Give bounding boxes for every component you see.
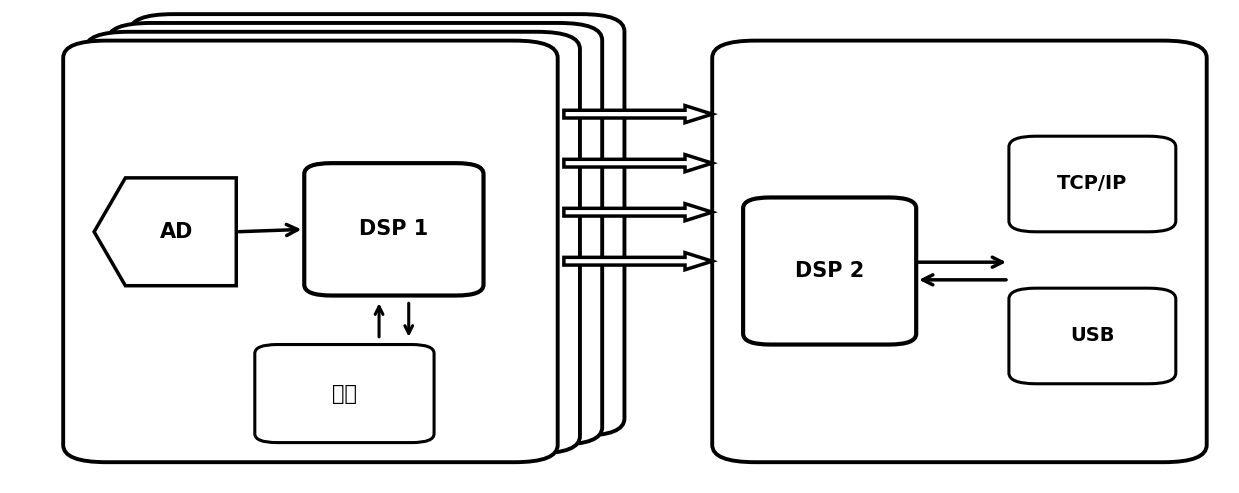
Text: DSP 2: DSP 2 — [795, 261, 865, 281]
Polygon shape — [94, 178, 237, 286]
FancyBboxPatch shape — [130, 14, 624, 436]
FancyBboxPatch shape — [108, 23, 602, 445]
FancyBboxPatch shape — [85, 32, 580, 454]
Text: TCP/IP: TCP/IP — [1057, 175, 1127, 193]
FancyBboxPatch shape — [1009, 288, 1176, 384]
FancyBboxPatch shape — [305, 163, 483, 295]
Polygon shape — [564, 155, 712, 172]
Text: AD: AD — [160, 222, 193, 242]
FancyBboxPatch shape — [712, 40, 1207, 462]
Polygon shape — [564, 204, 712, 221]
Polygon shape — [564, 252, 712, 270]
FancyBboxPatch shape — [1009, 136, 1176, 232]
Text: 内存: 内存 — [332, 384, 357, 404]
FancyBboxPatch shape — [743, 198, 916, 345]
Text: DSP 1: DSP 1 — [359, 219, 429, 239]
FancyBboxPatch shape — [255, 345, 434, 443]
FancyBboxPatch shape — [63, 40, 558, 462]
Polygon shape — [564, 106, 712, 123]
Text: USB: USB — [1070, 326, 1115, 346]
